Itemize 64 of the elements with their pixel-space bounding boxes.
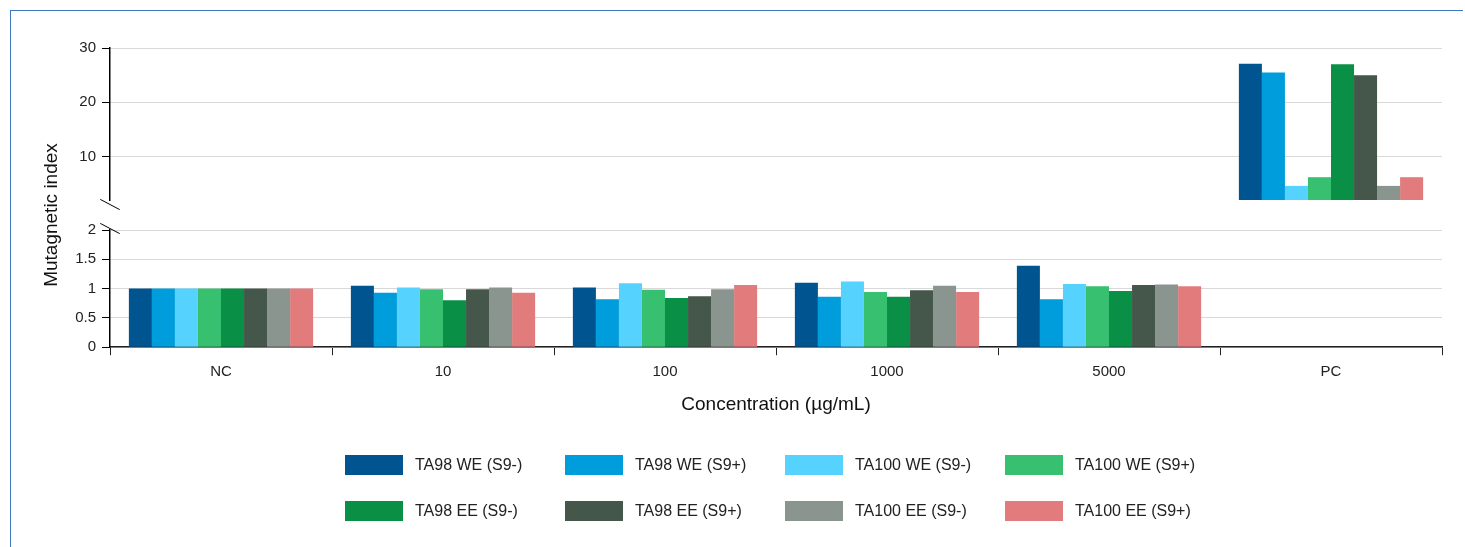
- x-tick-label: 10: [434, 362, 452, 380]
- x-tick-label: 1000: [870, 362, 904, 380]
- bar: [956, 292, 980, 347]
- legend-label: TA98 WE (S9-): [415, 456, 523, 474]
- bar: [1039, 299, 1063, 347]
- bar: [1178, 286, 1202, 347]
- bar: [711, 289, 735, 347]
- y-tick-label: 30: [79, 38, 96, 56]
- y-tick-label: 10: [79, 146, 96, 164]
- bar: [466, 289, 490, 347]
- bar: [128, 288, 152, 347]
- x-tick-label: 100: [652, 362, 678, 380]
- bar: [688, 296, 712, 347]
- bar: [618, 283, 642, 347]
- y-tick-label: 20: [79, 92, 96, 110]
- y-tick-label: 1.5: [75, 249, 96, 267]
- bar: [933, 285, 957, 347]
- bar: [489, 287, 513, 347]
- bar: [1016, 265, 1040, 347]
- legend-label: TA98 WE (S9+): [635, 456, 747, 474]
- bar: [373, 292, 397, 347]
- x-tick-label: PC: [1320, 362, 1342, 380]
- legend-label: TA100 WE (S9+): [1075, 456, 1196, 474]
- y-tick-label: 0: [87, 337, 96, 355]
- bar: [267, 288, 291, 347]
- bar: [419, 289, 443, 347]
- legend-label: TA98 EE (S9+): [635, 502, 742, 520]
- bar: [396, 287, 420, 347]
- y-tick-label: 1: [87, 278, 96, 296]
- legend-label: TA100 EE (S9+): [1075, 502, 1191, 520]
- bar: [817, 296, 841, 347]
- bar: [794, 282, 818, 347]
- bar: [1062, 283, 1086, 347]
- bar: [244, 288, 268, 347]
- bar: [840, 281, 864, 347]
- bar: [910, 290, 934, 347]
- bar: [197, 288, 221, 347]
- y-axis-title: Mutagnetic index: [40, 143, 62, 287]
- bar: [595, 299, 619, 347]
- bar: [151, 288, 175, 347]
- bar: [221, 288, 245, 347]
- bar: [1085, 286, 1109, 347]
- bar: [174, 288, 198, 347]
- bar: [512, 292, 536, 347]
- bar: [887, 296, 911, 347]
- bar: [863, 292, 887, 347]
- bar: [350, 285, 374, 347]
- y-tick-label: 0.5: [75, 308, 96, 326]
- bar: [290, 288, 314, 347]
- bar: [1109, 290, 1133, 347]
- bar: [443, 300, 467, 347]
- bar: [1132, 285, 1156, 347]
- bar: [641, 289, 665, 347]
- x-axis-title: Concentration (µg/mL): [681, 392, 871, 414]
- bar: [572, 287, 596, 347]
- bar: [734, 285, 758, 347]
- bar: [665, 297, 689, 347]
- y-tick-label: 2: [87, 220, 96, 238]
- legend-label: TA98 EE (S9-): [415, 502, 518, 520]
- bar: [1155, 284, 1179, 347]
- legend-label: TA100 EE (S9-): [855, 502, 967, 520]
- x-tick-label: NC: [210, 362, 232, 380]
- x-tick-label: 5000: [1092, 362, 1126, 380]
- legend-label: TA100 WE (S9-): [855, 456, 972, 474]
